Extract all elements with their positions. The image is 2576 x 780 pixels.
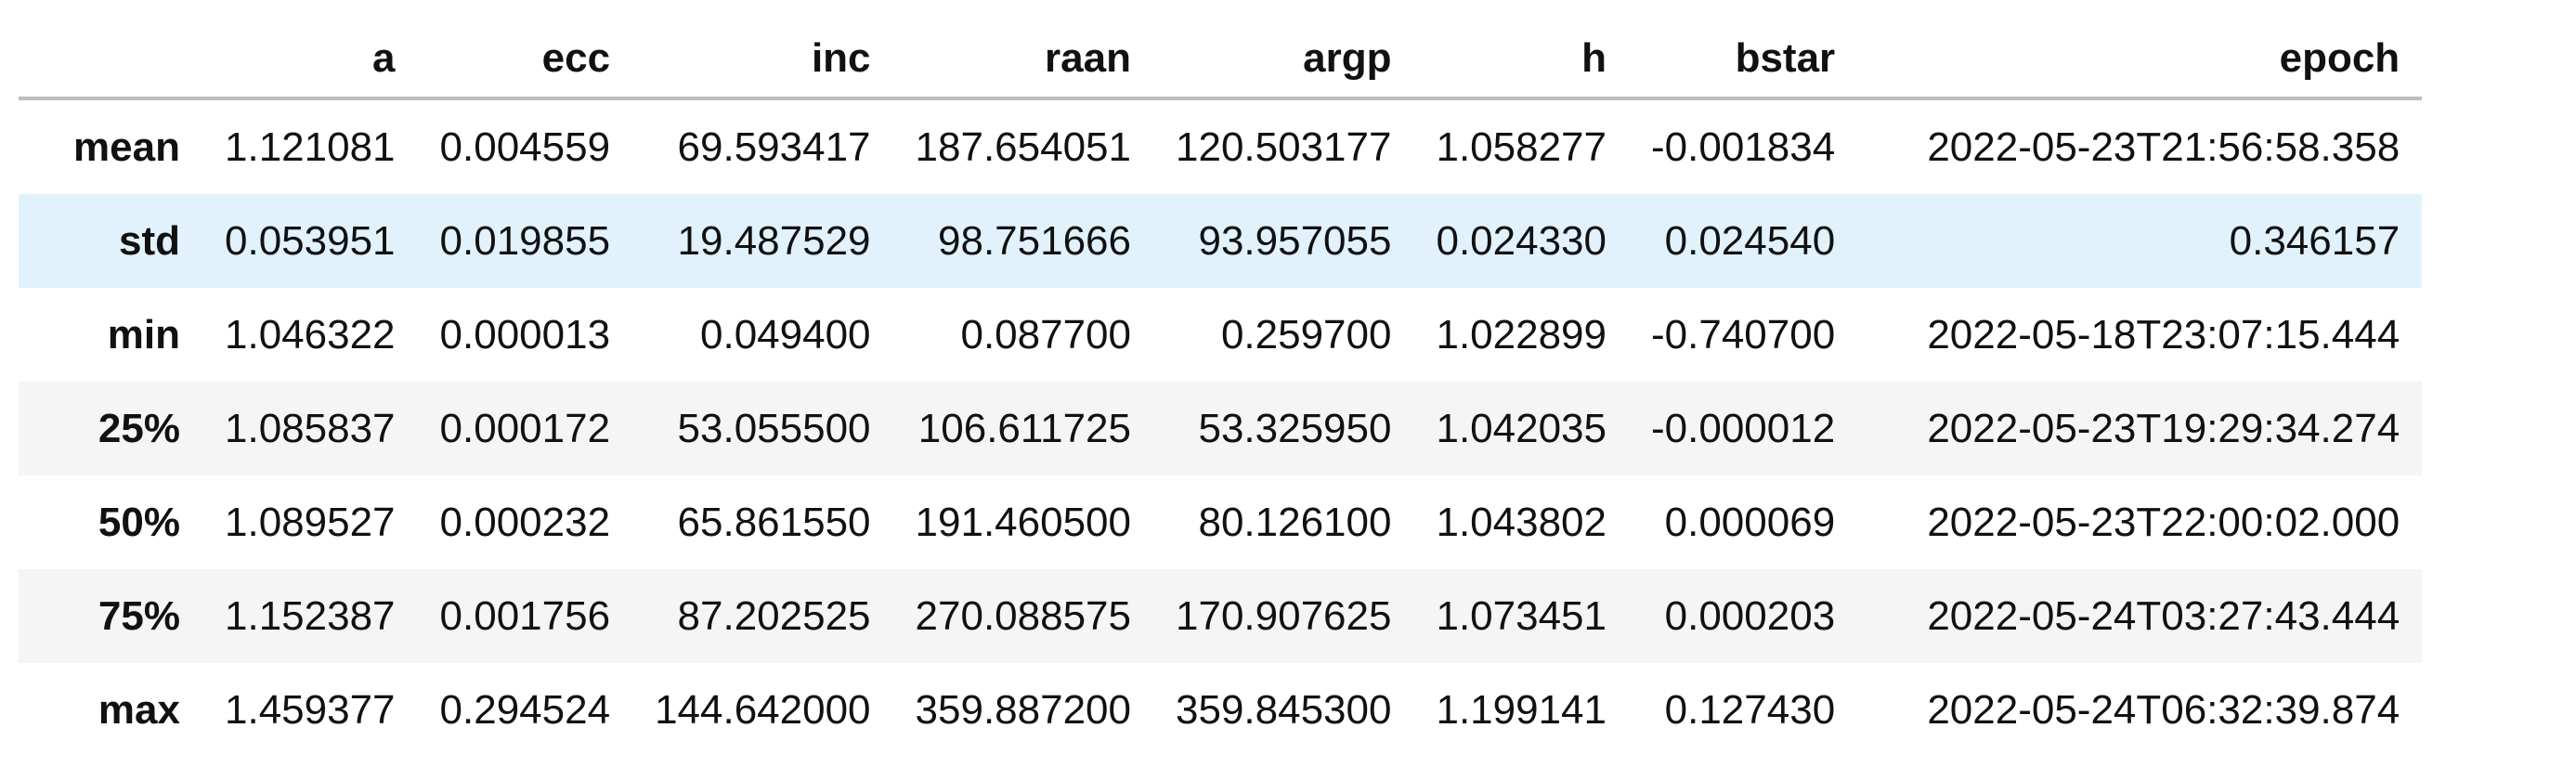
table-cell: 19.487529 bbox=[677, 217, 871, 264]
table-cell: 2022-05-23T21:56:58.358 bbox=[1927, 124, 2400, 170]
table-cell: 2022-05-23T19:29:34.274 bbox=[1927, 405, 2400, 451]
table-cell: -0.740700 bbox=[1651, 311, 1836, 358]
table-cell: 0.087700 bbox=[960, 311, 1131, 358]
table-cell: 270.088575 bbox=[915, 592, 1131, 639]
table-cell: 0.024540 bbox=[1664, 217, 1836, 264]
table-cell: 2022-05-18T23:07:15.444 bbox=[1927, 311, 2400, 358]
table-cell: 0.127430 bbox=[1664, 686, 1836, 733]
table-cell: 0.000232 bbox=[439, 499, 611, 545]
table-cell: 1.042035 bbox=[1436, 405, 1607, 451]
row-label: 75% bbox=[98, 592, 180, 639]
table-cell: -0.000012 bbox=[1651, 405, 1836, 451]
row-label: max bbox=[98, 686, 180, 733]
table-cell: 1.046322 bbox=[225, 311, 396, 358]
table-row: max 1.459377 0.294524 144.642000 359.887… bbox=[19, 663, 2423, 757]
table-cell: 53.055500 bbox=[677, 405, 871, 451]
table-cell: 1.121081 bbox=[225, 124, 396, 170]
table-cell: 53.325950 bbox=[1198, 405, 1392, 451]
table-cell: 0.004559 bbox=[439, 124, 611, 170]
table-cell: 98.751666 bbox=[938, 217, 1131, 264]
table-cell: 80.126100 bbox=[1198, 499, 1392, 545]
table-cell: 106.611725 bbox=[917, 405, 1131, 451]
table-cell: 1.089527 bbox=[225, 499, 396, 545]
table-cell: 0.053951 bbox=[225, 217, 396, 264]
table-cell: 1.073451 bbox=[1436, 592, 1607, 639]
table-cell: 0.019855 bbox=[439, 217, 611, 264]
table-cell: 0.346157 bbox=[2229, 217, 2400, 264]
table-cell: 2022-05-24T06:32:39.874 bbox=[1927, 686, 2400, 733]
table-cell: 1.199141 bbox=[1436, 686, 1607, 733]
table-cell: 0.000069 bbox=[1664, 499, 1836, 545]
table-cell: 0.294524 bbox=[439, 686, 611, 733]
table-row: min 1.046322 0.000013 0.049400 0.087700 … bbox=[19, 288, 2423, 382]
table-cell: 0.001756 bbox=[439, 592, 611, 639]
describe-table: a ecc inc raan argp h bstar epoch mean 1… bbox=[19, 20, 2423, 757]
table-row: 25% 1.085837 0.000172 53.055500 106.6117… bbox=[19, 382, 2423, 475]
table-cell: 0.049400 bbox=[700, 311, 871, 358]
table-row: mean 1.121081 0.004559 69.593417 187.654… bbox=[19, 98, 2423, 194]
header-row: a ecc inc raan argp h bstar epoch bbox=[19, 20, 2423, 100]
column-header-h: h bbox=[1413, 20, 1629, 100]
table-cell: 187.654051 bbox=[915, 124, 1131, 170]
table-cell: 359.845300 bbox=[1176, 686, 1392, 733]
table-cell: 144.642000 bbox=[655, 686, 871, 733]
table-cell: 2022-05-24T03:27:43.444 bbox=[1927, 592, 2400, 639]
table-cell: 2022-05-23T22:00:02.000 bbox=[1927, 499, 2400, 545]
table-header: a ecc inc raan argp h bstar epoch bbox=[19, 20, 2423, 100]
table-cell: 0.024330 bbox=[1436, 217, 1607, 264]
row-label: 25% bbox=[98, 405, 180, 451]
column-header-argp: argp bbox=[1153, 20, 1414, 100]
table-cell: 93.957055 bbox=[1198, 217, 1392, 264]
table-cell: 1.085837 bbox=[225, 405, 396, 451]
table-cell: 359.887200 bbox=[915, 686, 1131, 733]
row-label: min bbox=[107, 311, 180, 358]
column-header-bstar: bstar bbox=[1629, 20, 1858, 100]
table-row: std 0.053951 0.019855 19.487529 98.75166… bbox=[19, 194, 2423, 288]
row-label: 50% bbox=[98, 499, 180, 545]
index-header bbox=[19, 20, 202, 100]
table-cell: 1.022899 bbox=[1436, 311, 1607, 358]
table-cell: 0.259700 bbox=[1220, 311, 1392, 358]
column-header-raan: raan bbox=[892, 20, 1153, 100]
table-row: 75% 1.152387 0.001756 87.202525 270.0885… bbox=[19, 569, 2423, 663]
column-header-inc: inc bbox=[632, 20, 893, 100]
table-cell: 65.861550 bbox=[677, 499, 871, 545]
table-cell: 1.058277 bbox=[1436, 124, 1607, 170]
column-header-epoch: epoch bbox=[1857, 20, 2423, 100]
table-cell: 191.460500 bbox=[915, 499, 1131, 545]
table-cell: 120.503177 bbox=[1176, 124, 1392, 170]
dataframe-container: a ecc inc raan argp h bstar epoch mean 1… bbox=[19, 20, 2423, 757]
table-cell: 0.000013 bbox=[439, 311, 611, 358]
row-label: mean bbox=[73, 124, 180, 170]
table-cell: 69.593417 bbox=[677, 124, 871, 170]
column-header-ecc: ecc bbox=[417, 20, 633, 100]
table-body: mean 1.121081 0.004559 69.593417 187.654… bbox=[19, 98, 2423, 757]
table-cell: -0.001834 bbox=[1651, 124, 1836, 170]
table-cell: 0.000203 bbox=[1664, 592, 1836, 639]
table-cell: 1.459377 bbox=[225, 686, 396, 733]
table-cell: 1.152387 bbox=[225, 592, 396, 639]
table-cell: 170.907625 bbox=[1176, 592, 1392, 639]
row-label: std bbox=[119, 217, 180, 264]
table-row: 50% 1.089527 0.000232 65.861550 191.4605… bbox=[19, 475, 2423, 569]
table-cell: 1.043802 bbox=[1436, 499, 1607, 545]
table-cell: 87.202525 bbox=[677, 592, 871, 639]
column-header-a: a bbox=[202, 20, 418, 100]
table-cell: 0.000172 bbox=[439, 405, 611, 451]
